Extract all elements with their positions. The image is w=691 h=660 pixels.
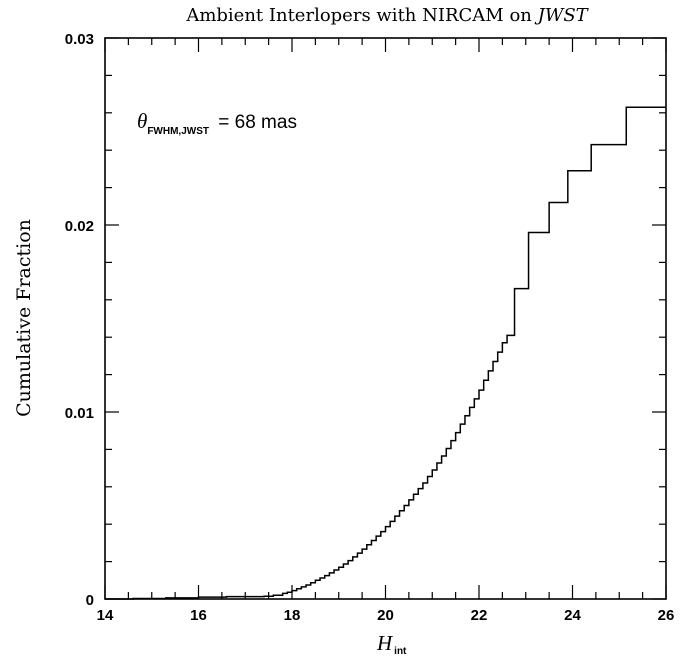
chart-title: Ambient Interlopers with NIRCAM on JWST [185, 5, 589, 26]
plot-frame [104, 37, 667, 600]
x-tick-label: 24 [564, 607, 581, 624]
x-tick-label: 22 [471, 607, 488, 624]
y-tick-label: 0.02 [65, 218, 94, 235]
x-tick-label: 14 [97, 607, 114, 624]
chart-title-main: Ambient Interlopers with NIRCAM on [185, 5, 537, 26]
x-tick-label: 26 [658, 607, 675, 624]
y-tick-label: 0.03 [65, 31, 94, 48]
x-axis-label-sub: int [394, 646, 407, 657]
annotation-symbol: θ [137, 109, 147, 133]
x-tick-label: 20 [377, 607, 394, 624]
cumulative-step-line [105, 106, 666, 600]
annotation-fwhm: θFWHM,JWST = 68 mas [137, 109, 297, 137]
x-tick-label: 16 [190, 607, 207, 624]
x-axis-label-main: H [376, 631, 394, 655]
tick-labels-layer: 14 16 18 20 22 24 26 0 0.01 0.02 0.03 [65, 31, 675, 624]
chart-title-italic: JWST [534, 5, 590, 26]
y-tick-label: 0.01 [65, 405, 94, 422]
x-tick-label: 18 [284, 607, 301, 624]
y-tick-label: 0 [86, 592, 94, 609]
ticks-layer [104, 37, 667, 600]
y-axis-label: Cumulative Fraction [13, 219, 35, 417]
annotation-text: = 68 mas [213, 112, 297, 133]
annotation-subscript: FWHM,JWST [147, 126, 209, 137]
